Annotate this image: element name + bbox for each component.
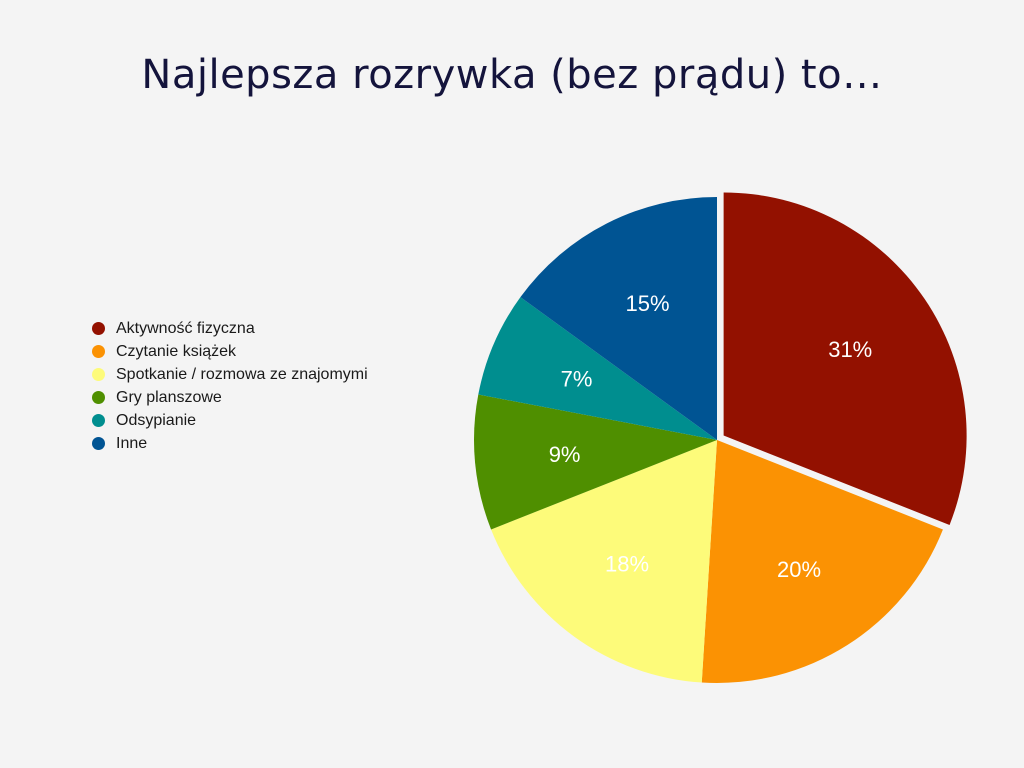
chart-title: Najlepsza rozrywka (bez prądu) to… xyxy=(141,52,883,98)
legend-label: Spotkanie / rozmowa ze znajomymi xyxy=(116,365,368,383)
legend-label: Gry planszowe xyxy=(116,388,222,406)
pie-slice xyxy=(473,394,717,530)
legend-item: Odsypianie xyxy=(92,409,368,432)
slice-label: 18% xyxy=(605,551,649,576)
chart-legend: Aktywność fizyczna Czytanie książek Spot… xyxy=(92,317,368,455)
legend-item: Aktywność fizyczna xyxy=(92,317,368,340)
legend-item: Inne xyxy=(92,432,368,455)
legend-swatch xyxy=(92,322,105,335)
legend-label: Aktywność fizyczna xyxy=(116,319,255,337)
legend-item: Gry planszowe xyxy=(92,386,368,409)
slice-label: 31% xyxy=(828,337,872,362)
pie-slice xyxy=(520,197,717,440)
legend-label: Odsypianie xyxy=(116,411,197,429)
pie-slice xyxy=(478,297,717,440)
slice-label: 9% xyxy=(549,442,581,467)
pie-slice xyxy=(491,440,717,683)
legend-swatch xyxy=(92,391,105,404)
legend-swatch xyxy=(92,414,105,427)
pie-slice xyxy=(701,440,943,683)
legend-swatch xyxy=(92,437,105,450)
legend-swatch xyxy=(92,345,105,358)
slice-label: 20% xyxy=(777,557,821,582)
slice-label: 7% xyxy=(561,367,593,392)
pie-slice xyxy=(723,192,967,525)
legend-swatch xyxy=(92,368,105,381)
legend-item: Spotkanie / rozmowa ze znajomymi xyxy=(92,363,368,386)
slice-label: 15% xyxy=(625,291,669,316)
legend-label: Czytanie książek xyxy=(116,342,237,360)
legend-item: Czytanie książek xyxy=(92,340,368,363)
legend-label: Inne xyxy=(116,434,148,452)
